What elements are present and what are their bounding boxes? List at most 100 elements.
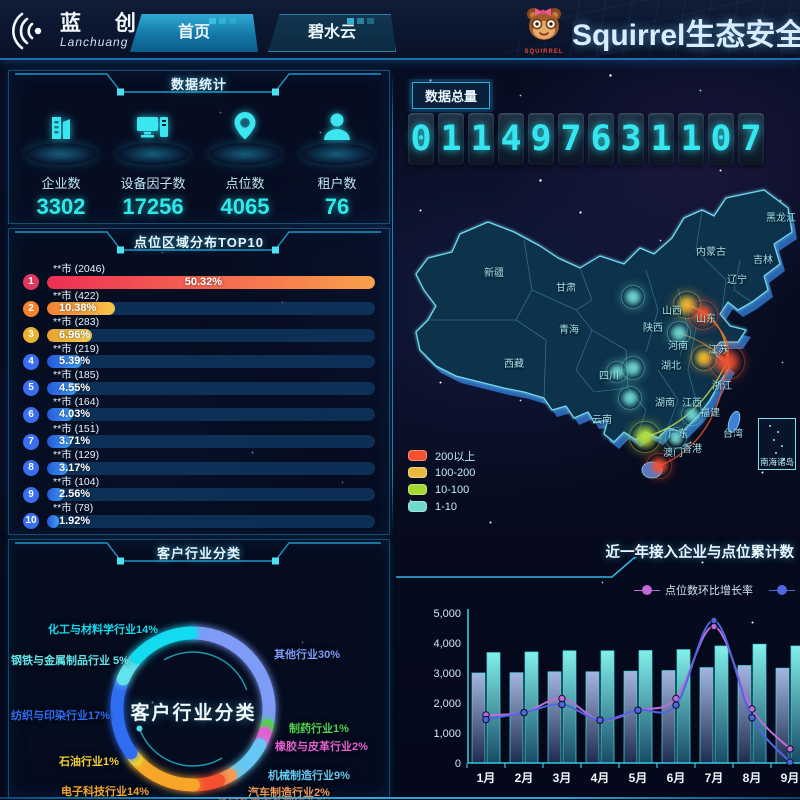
percent-label: 10.38%	[59, 302, 97, 315]
squirrel-mascot: SQUIRREL	[518, 4, 570, 55]
map-legend-item[interactable]: 1-10	[408, 498, 475, 515]
map-legend-item[interactable]: 10-100	[408, 481, 475, 498]
rank-badge: 2	[23, 300, 39, 317]
counter-digit: 1	[678, 113, 704, 165]
donut-segment[interactable]	[188, 626, 276, 729]
china-map: 新疆 甘肃 青海 西藏 云南 四川 内蒙古 黑龙江 吉林 辽宁 山西 陕西 河南 湖北 湖南 江西 浙江 福建 台湾…	[396, 170, 800, 532]
legend-marker	[769, 585, 795, 595]
stats-row: 企业数 3302 设备因子数 17256	[9, 101, 389, 220]
panel-title: 点位区域分布TOP10	[134, 235, 264, 250]
page-title: Squirrel生态安全云平	[572, 19, 800, 52]
city-label: **市 (422)	[53, 289, 100, 302]
top10-row: **市 (185) 5 4.55%	[23, 369, 375, 397]
stat-value: 4065	[220, 194, 270, 219]
x-axis-label: 4月	[591, 771, 610, 785]
province-label: 广东	[668, 429, 688, 440]
stat-value: 3302	[36, 194, 86, 219]
province-label: 山西	[662, 306, 682, 317]
city-label: **市 (104)	[53, 475, 100, 488]
chart-legend-item[interactable]	[769, 585, 800, 595]
line-point-6月	[672, 701, 680, 709]
y-axis-label: 5,000	[433, 608, 461, 620]
donut-segment[interactable]	[190, 774, 226, 792]
donut-segment[interactable]	[163, 651, 248, 691]
donut-segment[interactable]	[132, 755, 200, 792]
x-axis-label: 3月	[553, 771, 572, 785]
percent-label: 6.96%	[59, 328, 91, 341]
map-legend-item[interactable]: 200以上	[408, 447, 475, 464]
city-label: **市 (283)	[53, 316, 100, 329]
chart-legend-item[interactable]: 点位数环比增长率	[634, 582, 753, 598]
donut-segment[interactable]	[138, 727, 223, 767]
counter-digit: 7	[738, 113, 764, 165]
legend-label: 10-100	[435, 483, 470, 496]
province-label: 浙江	[712, 381, 732, 392]
heat-point-teal	[666, 428, 686, 448]
city-label: **市 (185)	[53, 369, 100, 382]
stat-tenants: 租户数 76	[293, 105, 381, 220]
legend-swatch	[408, 450, 427, 461]
bar-fill	[47, 408, 74, 422]
percent-label: 1.92%	[59, 514, 91, 527]
heat-point-teal	[668, 322, 690, 344]
rank-badge: 8	[23, 460, 39, 477]
panel-header: 客户行业分类	[9, 540, 389, 570]
chart-legend: 点位数环比增长率	[634, 582, 800, 598]
industry-label: 橡胶与皮革行业2%	[275, 741, 368, 753]
tab-bishuiyun[interactable]: 碧水云	[268, 14, 396, 52]
top10-row: **市 (219) 4 5.39%	[23, 343, 375, 370]
y-axis-label: 0	[455, 758, 461, 770]
province-label: 湖南	[655, 398, 675, 409]
bar-fill	[47, 328, 93, 342]
province-label: 江西	[682, 398, 702, 409]
tab-corner-decoration	[347, 18, 374, 24]
top10-row: **市 (283) 3 6.96%	[23, 316, 375, 344]
donut-segment[interactable]	[130, 626, 198, 664]
industry-label: 涂层及表面处理行业5%	[217, 795, 332, 800]
x-axis-label: 5月	[629, 771, 648, 785]
data-total-label: 数据总量	[412, 82, 491, 109]
legend-label: 1-10	[435, 500, 458, 513]
province-label: 四川	[599, 371, 619, 382]
line-point-3月	[558, 700, 566, 709]
user-icon	[293, 105, 381, 167]
bar-7月	[699, 667, 714, 764]
province-label: 甘肃	[556, 283, 576, 294]
province-label: 辽宁	[727, 275, 747, 286]
bar-track: 1.92%	[47, 514, 375, 528]
donut-segment[interactable]	[110, 676, 138, 760]
map-legend-item[interactable]: 100-200	[408, 464, 475, 481]
line-point-7月	[710, 622, 718, 631]
province-label: 湖北	[661, 361, 681, 372]
industry-label: 钢铁与金属制品行业 5%	[11, 655, 129, 667]
bar-fill	[47, 461, 68, 475]
rank-badge: 5	[23, 380, 39, 397]
percent-label: 5.39%	[59, 355, 91, 368]
top10-bar-list: **市 (2046) 1 50.32% **市 (422) 2 10.38% **市 (28…	[9, 259, 389, 530]
bar-fill	[47, 514, 60, 528]
province-label: 澳门	[663, 448, 683, 459]
industry-label: 石油行业1%	[59, 756, 119, 768]
rank-badge: 1	[23, 274, 39, 290]
percent-label: 2.56%	[59, 488, 91, 501]
chart-title: 近一年接入企业与点位累计数	[605, 545, 795, 561]
stat-points: 点位数 4065	[201, 105, 289, 220]
industry-donut-chart: 客户行业分类 其他行业30% 制药行业1% 橡胶与皮革行业2% 机械制造行业9% 汽车制…	[9, 570, 389, 800]
bar-4月	[600, 650, 615, 764]
percent-label: 4.03%	[59, 408, 91, 421]
donut-segment[interactable]	[226, 738, 267, 780]
province-label: 西藏	[504, 359, 524, 370]
panel-header: 数据统计	[9, 71, 389, 101]
tab-home[interactable]: 首页	[130, 14, 258, 52]
province-label: 云南	[592, 415, 612, 426]
top10-row: **市 (129) 8 3.17%	[23, 449, 375, 477]
stat-label: 租户数	[317, 176, 357, 191]
line-series	[485, 619, 791, 763]
heat-point-red	[689, 301, 717, 329]
x-axis-label: 8月	[743, 771, 762, 785]
column-divider-line	[392, 74, 393, 530]
counter-digit: 0	[408, 113, 434, 165]
legend-label: 点位数环比增长率	[665, 585, 753, 597]
bar-track: 3.71%	[47, 435, 375, 449]
